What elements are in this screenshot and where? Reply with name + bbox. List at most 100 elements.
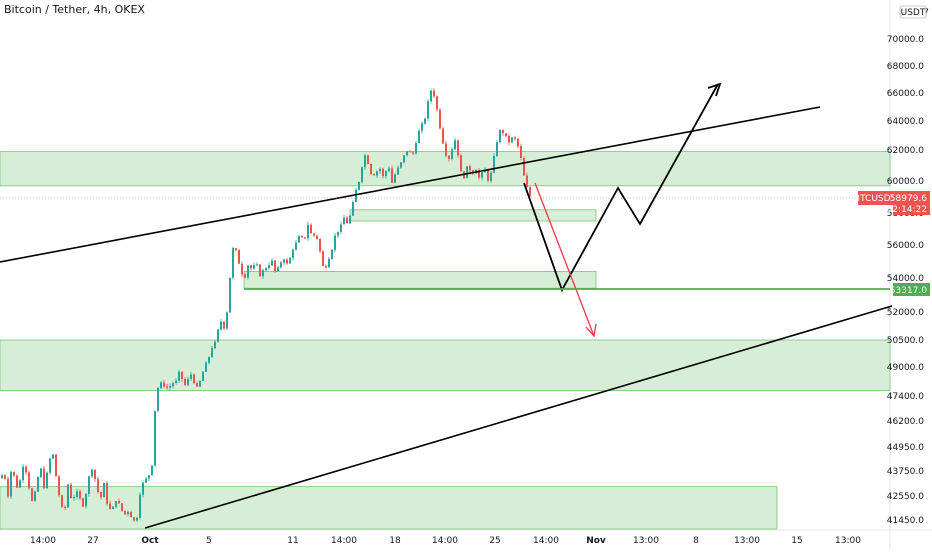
candle [526, 175, 528, 188]
time-axis[interactable]: 14:00 27 Oct 5 11 14:00 18 14:00 25 14:0… [30, 536, 861, 546]
candle [187, 378, 189, 385]
candle [511, 137, 513, 143]
candle [397, 167, 399, 175]
candle [61, 495, 63, 507]
candle [160, 382, 162, 389]
candle [100, 491, 102, 498]
time-tick: 8 [693, 536, 699, 546]
candle [79, 491, 81, 499]
candle [388, 168, 390, 172]
candle [469, 166, 471, 171]
candle [364, 155, 366, 168]
candle [367, 155, 369, 164]
candle [220, 321, 222, 330]
symbol-tag[interactable] [858, 191, 893, 205]
current-price-value: 58979.6 [890, 194, 927, 204]
red-forecast-arrow[interactable] [534, 182, 595, 337]
candle [256, 264, 258, 266]
time-tick: 25 [489, 536, 500, 546]
candle [118, 501, 120, 504]
candle [337, 231, 339, 236]
candle-countdown: 02:14:22 [887, 205, 927, 215]
candle [235, 248, 237, 251]
candle [277, 267, 279, 272]
time-tick: 14:00 [533, 536, 559, 546]
candle [142, 482, 144, 495]
candle [214, 341, 216, 349]
lower-trend-line[interactable] [144, 305, 893, 529]
candle [184, 378, 186, 385]
forecast-zigzag[interactable] [523, 83, 719, 293]
candle [22, 466, 24, 481]
candle [250, 265, 252, 269]
candle [529, 187, 531, 196]
zone-3[interactable] [243, 270, 597, 289]
candle [94, 469, 96, 480]
candle [40, 468, 42, 478]
candle [343, 217, 345, 225]
candle [82, 498, 84, 507]
candle [238, 250, 240, 264]
price-tick: 41450.0 [887, 516, 924, 526]
candle [163, 382, 165, 387]
candle [181, 371, 183, 379]
candle [517, 138, 519, 147]
candle [385, 171, 387, 177]
candle [91, 469, 93, 477]
candle [322, 251, 324, 266]
candle [241, 263, 243, 275]
candle [25, 466, 27, 473]
candle [487, 169, 489, 181]
candle [496, 142, 498, 156]
zone-5[interactable] [0, 486, 778, 530]
candle [178, 371, 180, 381]
candle [298, 236, 300, 243]
support-level-tag[interactable] [893, 283, 930, 296]
price-tick: 66000.0 [887, 89, 924, 99]
candle [304, 237, 306, 239]
candle [406, 151, 408, 156]
candle [355, 189, 357, 203]
candle [34, 491, 36, 502]
candle [379, 168, 381, 172]
candle [439, 109, 441, 129]
candle [370, 163, 372, 175]
candle [169, 386, 171, 388]
price-tick: 64000.0 [887, 117, 924, 127]
candle [172, 383, 174, 387]
candle [166, 386, 168, 388]
current-price-tag[interactable] [893, 191, 930, 215]
candle [451, 149, 453, 159]
candle [136, 517, 138, 521]
candle [358, 181, 360, 190]
candle [523, 157, 525, 176]
zone-4[interactable] [0, 339, 891, 391]
candle [280, 262, 282, 268]
candle [436, 96, 438, 110]
price-tick: 62000.0 [887, 146, 924, 156]
candle [265, 268, 267, 271]
candle [133, 517, 135, 521]
symbol-tag-label: BTCUSDT [854, 194, 897, 204]
candle [502, 130, 504, 134]
plot-background [0, 0, 890, 530]
drawings [0, 82, 893, 529]
currency-badge[interactable] [899, 5, 927, 19]
candle [259, 264, 261, 277]
zone-1[interactable] [0, 151, 891, 187]
candle [208, 357, 210, 363]
candle [361, 167, 363, 182]
candle [334, 235, 336, 250]
time-tick: 15 [791, 536, 802, 546]
candle [58, 476, 60, 496]
price-axis[interactable]: 7 USDT 70000.0 68000.0 66000.0 64000.0 6… [854, 5, 930, 526]
upper-trend-line[interactable] [0, 106, 821, 263]
zone-2[interactable] [349, 209, 597, 222]
time-tick: 14:00 [432, 536, 458, 546]
candle [148, 475, 150, 479]
candle [391, 168, 393, 183]
candle [412, 152, 414, 154]
candle [139, 494, 141, 518]
